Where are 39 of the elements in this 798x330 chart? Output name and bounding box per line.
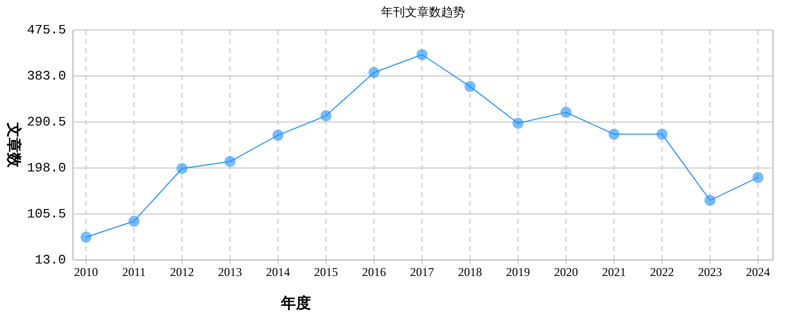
y-tick-label: 290.5 bbox=[26, 114, 66, 130]
x-tick-label: 2020 bbox=[554, 265, 578, 279]
x-tick-label: 2024 bbox=[746, 265, 770, 279]
y-tick-label: 383.0 bbox=[26, 68, 66, 84]
point bbox=[608, 128, 620, 140]
point bbox=[224, 156, 236, 168]
x-tick-label: 2019 bbox=[506, 265, 530, 279]
x-tick-label: 2016 bbox=[362, 265, 386, 279]
x-tick-label: 2021 bbox=[602, 265, 626, 279]
point bbox=[128, 216, 140, 227]
point bbox=[656, 128, 668, 140]
x-tick-label: 2017 bbox=[410, 265, 434, 279]
point bbox=[320, 110, 332, 122]
y-tick-label: 475.5 bbox=[26, 22, 66, 38]
x-tick-label: 2010 bbox=[74, 265, 98, 279]
point bbox=[752, 172, 764, 183]
y-tick-label: 105.5 bbox=[26, 206, 66, 222]
point bbox=[416, 49, 428, 60]
point bbox=[512, 118, 524, 129]
x-tick-label: 2011 bbox=[122, 265, 146, 279]
y-tick-label: 198.0 bbox=[26, 160, 66, 176]
y-tick-label: 13.0 bbox=[34, 252, 66, 268]
point bbox=[80, 232, 92, 243]
point bbox=[176, 162, 188, 174]
x-tick-label: 2013 bbox=[218, 265, 242, 279]
point bbox=[704, 194, 716, 206]
y-axis-title: 文章数 bbox=[5, 122, 23, 168]
point bbox=[368, 67, 380, 78]
x-tick-label: 2014 bbox=[266, 265, 290, 279]
chart-title: 年刊文章数趋势 bbox=[381, 5, 465, 19]
x-tick-label: 2012 bbox=[170, 265, 194, 279]
x-tick-label: 2023 bbox=[698, 265, 722, 279]
x-axis-title: 年度 bbox=[280, 294, 311, 312]
x-tick-label: 2022 bbox=[650, 265, 674, 279]
x-tick-label: 2015 bbox=[314, 265, 338, 279]
point bbox=[272, 130, 284, 141]
x-tick-label: 2018 bbox=[458, 265, 482, 279]
point bbox=[560, 106, 572, 118]
point bbox=[464, 80, 476, 92]
